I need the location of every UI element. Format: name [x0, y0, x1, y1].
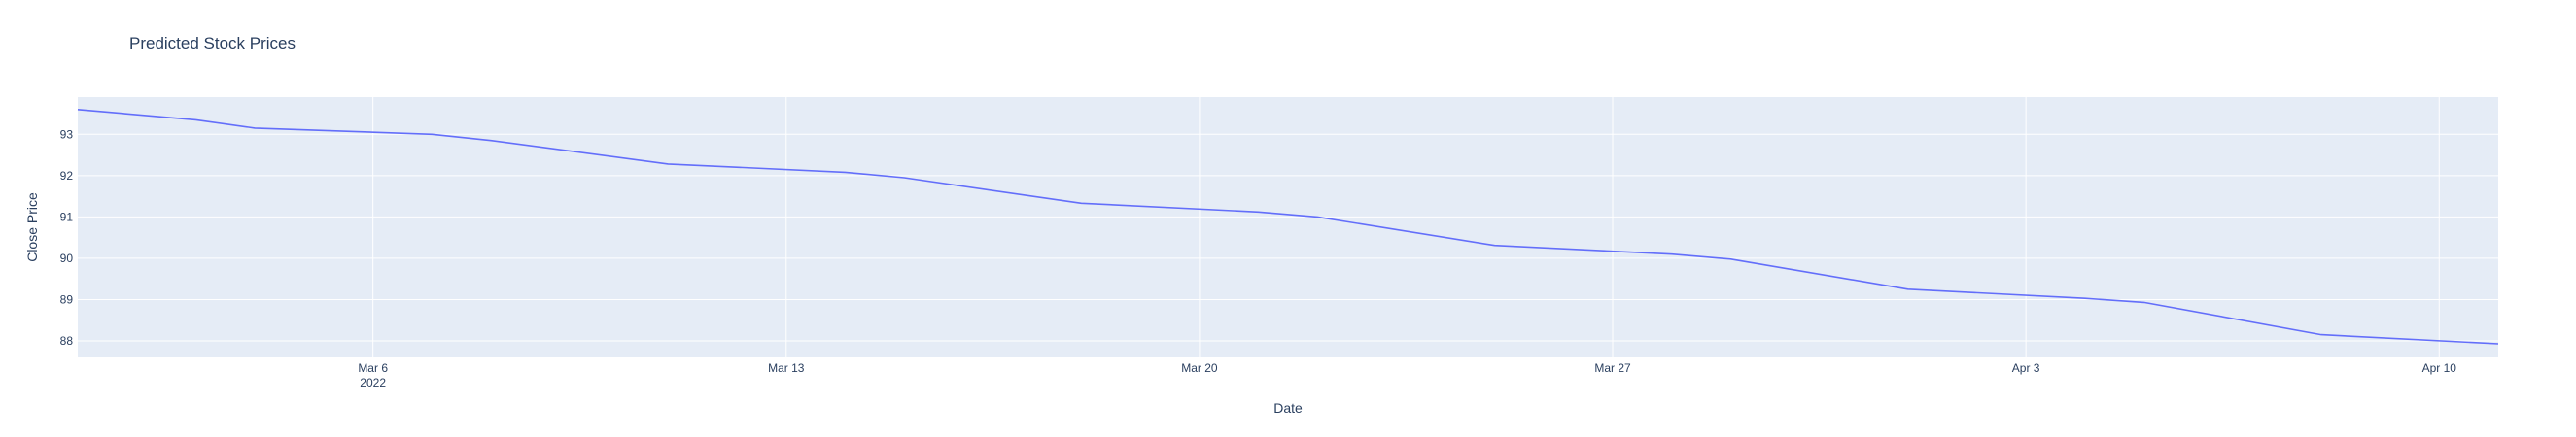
x-tick-label: Mar 20: [1181, 361, 1218, 375]
series-line: [77, 109, 2499, 345]
gridlines: [78, 97, 2498, 357]
x-tick-label: Mar 27: [1594, 361, 1631, 375]
y-tick-label: 89: [60, 292, 74, 306]
x-tick-label: Apr 10: [2422, 361, 2457, 375]
x-tick-year-label: 2022: [360, 376, 386, 389]
y-tick-label: 91: [60, 210, 74, 223]
y-axis-ticks: 88 89 90 91 92 93: [60, 127, 74, 348]
y-tick-label: 92: [60, 169, 74, 183]
y-axis-title: Close Price: [24, 192, 40, 262]
y-tick-label: 90: [60, 252, 74, 265]
y-tick-label: 93: [60, 127, 74, 141]
x-tick-label: Mar 13: [768, 361, 805, 375]
series-layer: [77, 109, 2499, 345]
x-tick-label: Mar 6: [358, 361, 388, 375]
plot-area: [78, 97, 2498, 357]
chart-title: Predicted Stock Prices: [129, 34, 296, 52]
x-tick-label: Apr 3: [2012, 361, 2040, 375]
y-tick-label: 88: [60, 334, 74, 348]
x-axis-title: Date: [1273, 400, 1303, 416]
